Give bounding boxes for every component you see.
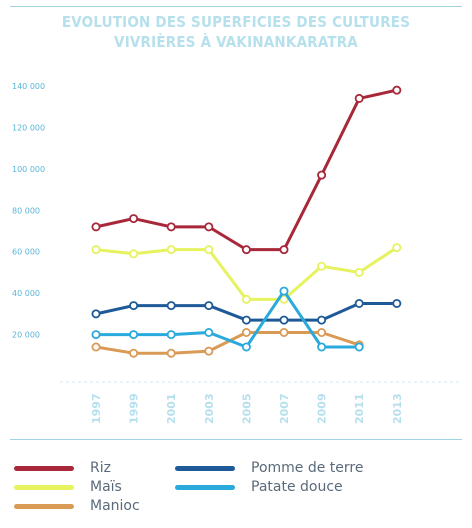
data-point <box>166 245 176 255</box>
legend-swatch-pomme-de-terre <box>175 465 235 471</box>
data-point <box>354 298 364 308</box>
data-point <box>279 245 289 255</box>
legend-item-patate-douce: Patate douce <box>175 479 343 495</box>
data-point <box>317 315 327 325</box>
data-point <box>204 301 214 311</box>
data-point <box>129 214 139 224</box>
legend-swatch-riz <box>14 465 74 471</box>
data-point <box>279 315 289 325</box>
x-tick-label: 1997 <box>90 393 103 424</box>
data-point <box>204 346 214 356</box>
y-tick-label: 100 000 <box>12 165 45 174</box>
data-point <box>279 327 289 337</box>
y-tick-label: 140 000 <box>12 82 45 91</box>
x-tick-label: 2001 <box>165 393 178 424</box>
data-point <box>166 330 176 340</box>
data-point <box>279 286 289 296</box>
data-point <box>317 261 327 271</box>
y-tick-label: 20 000 <box>12 331 40 340</box>
series-line-1 <box>94 246 399 301</box>
x-tick-label: 2003 <box>203 393 216 424</box>
legend-label-mais: Maïs <box>90 479 122 495</box>
data-point <box>354 93 364 103</box>
x-tick-label: 2013 <box>391 393 404 424</box>
data-point <box>204 245 214 255</box>
legend-item-mais: Maïs <box>14 479 122 495</box>
data-point <box>129 348 139 358</box>
y-tick-label: 120 000 <box>12 123 45 132</box>
x-tick-label: 2007 <box>278 393 291 424</box>
data-point <box>91 309 101 319</box>
data-point <box>166 348 176 358</box>
data-point <box>392 85 402 95</box>
line-chart: 20 000 40 000 60 000 80 000 100 000 120 000 14… <box>12 82 462 424</box>
data-point <box>392 243 402 253</box>
y-tick-label: 60 000 <box>12 248 40 257</box>
y-tick-label: 80 000 <box>12 206 40 215</box>
legend-item-riz: Riz <box>14 460 111 476</box>
top-divider <box>10 6 462 7</box>
data-point <box>279 294 289 304</box>
legend-divider <box>10 439 462 440</box>
data-point <box>317 170 327 180</box>
data-point <box>317 327 327 337</box>
data-point <box>241 315 251 325</box>
data-point <box>166 222 176 232</box>
data-point <box>91 245 101 255</box>
data-point <box>91 342 101 352</box>
legend-label-riz: Riz <box>90 460 111 476</box>
data-point <box>204 327 214 337</box>
chart-title: EVOLUTION DES SUPERFICIES DES CULTURES V… <box>0 12 472 52</box>
legend-label-pomme-de-terre: Pomme de terre <box>251 460 364 476</box>
legend-swatch-mais <box>14 484 74 490</box>
data-point <box>204 222 214 232</box>
series-line-2 <box>94 331 361 355</box>
data-point <box>241 245 251 255</box>
x-tick-label: 2005 <box>240 393 253 424</box>
legend-swatch-patate-douce <box>175 484 235 490</box>
chart-title-line-2: VIVRIÈRES À VAKINANKARATRA <box>114 33 358 51</box>
data-point <box>317 342 327 352</box>
data-point <box>354 342 364 352</box>
legend-item-pomme-de-terre: Pomme de terre <box>175 460 363 476</box>
data-point <box>91 222 101 232</box>
data-point <box>392 298 402 308</box>
data-point <box>91 330 101 340</box>
legend-item-manioc: Manioc <box>14 498 140 514</box>
y-tick-label: 40 000 <box>12 289 40 298</box>
x-tick-label: 1999 <box>128 393 141 424</box>
series-line-0 <box>94 88 399 252</box>
data-point <box>241 294 251 304</box>
chart-title-line-1: EVOLUTION DES SUPERFICIES DES CULTURES <box>61 13 411 31</box>
data-point <box>129 301 139 311</box>
data-point <box>354 267 364 277</box>
data-point <box>241 342 251 352</box>
data-point <box>241 327 251 337</box>
data-point <box>129 330 139 340</box>
x-tick-label: 2009 <box>316 393 329 424</box>
legend-label-patate-douce: Patate douce <box>251 479 343 495</box>
series-line-4 <box>94 289 361 349</box>
x-tick-label: 2011 <box>353 393 366 424</box>
data-point <box>166 301 176 311</box>
data-point <box>129 249 139 259</box>
legend-label-manioc: Manioc <box>90 498 140 514</box>
legend-swatch-manioc <box>14 503 74 509</box>
